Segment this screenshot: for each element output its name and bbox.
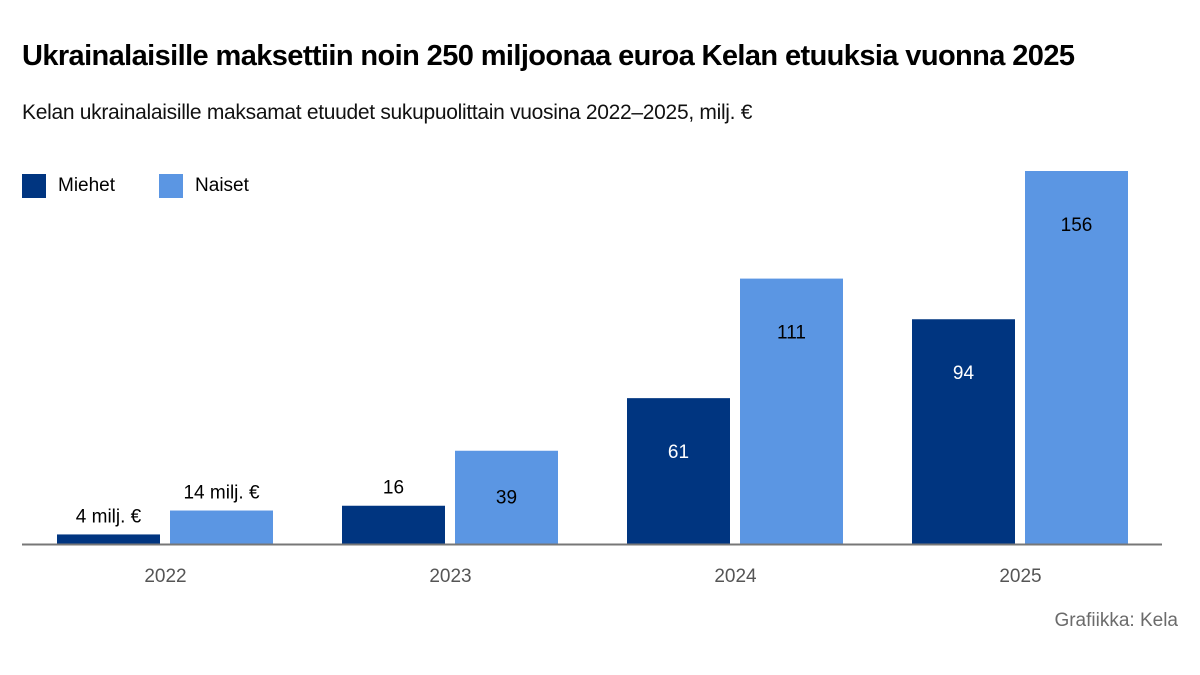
legend-swatch-naiset (159, 174, 184, 198)
data-label-naiset-2024: 111 (777, 323, 806, 344)
data-label-miehet-2023: 16 (383, 478, 404, 499)
bar-naiset-2024 (740, 278, 843, 544)
legend-label-miehet: Miehet (58, 175, 116, 196)
bar-miehet-2022 (57, 534, 160, 544)
legend-item-naiset: Naiset (159, 174, 249, 198)
data-label-naiset-2025: 156 (1061, 215, 1093, 236)
legend: Miehet Naiset (22, 174, 249, 198)
bar-naiset-2025 (1025, 171, 1128, 544)
data-label-miehet-2024: 61 (668, 442, 689, 463)
data-label-miehet-2022: 4 milj. € (76, 506, 142, 527)
legend-item-miehet: Miehet (22, 174, 115, 198)
legend-swatch-miehet (22, 174, 46, 198)
x-tick-label-2022: 2022 (144, 566, 186, 587)
x-tick-label-2023: 2023 (429, 566, 471, 587)
data-label-naiset-2023: 39 (496, 487, 517, 508)
chart-title: Ukrainalaisille maksettiin noin 250 milj… (22, 40, 1075, 72)
credit: Grafiikka: Kela (1054, 610, 1178, 631)
bar-naiset-2023 (455, 450, 558, 544)
chart-subtitle: Kelan ukrainalaisille maksamat etuudet s… (22, 101, 753, 124)
legend-label-naiset: Naiset (195, 175, 249, 196)
bar-miehet-2024 (627, 398, 730, 544)
bar-miehet-2025 (912, 319, 1015, 544)
bar-miehet-2023 (342, 505, 445, 544)
x-tick-label-2025: 2025 (999, 566, 1041, 587)
data-label-miehet-2025: 94 (953, 363, 975, 384)
bar-naiset-2022 (170, 510, 273, 544)
data-label-naiset-2022: 14 milj. € (183, 483, 259, 504)
x-tick-label-2024: 2024 (714, 566, 757, 587)
